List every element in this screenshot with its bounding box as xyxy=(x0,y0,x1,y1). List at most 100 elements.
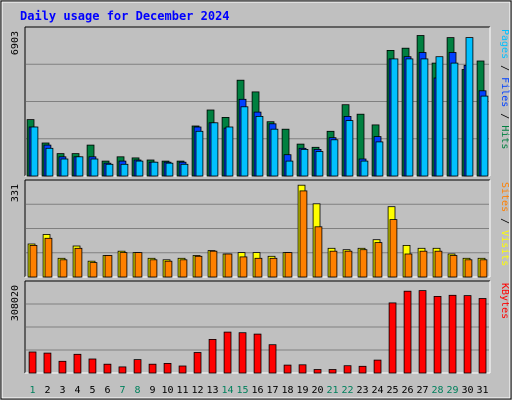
panel-kbytes-ymax-label: 308020 xyxy=(10,285,21,321)
bar-hits-pages-day-12 xyxy=(195,130,204,177)
x-tick-label-day-26: 26 xyxy=(401,385,413,396)
series-kbytes-kbytes xyxy=(28,290,487,374)
bar-kbytes-kbytes-day-1 xyxy=(28,351,37,374)
x-tick-label-day-3: 3 xyxy=(59,385,65,396)
panel-hits-ymax-label: 6903 xyxy=(10,31,21,55)
x-tick-label-day-5: 5 xyxy=(89,385,95,396)
bar-kbytes-kbytes-day-21 xyxy=(328,369,337,374)
x-tick-label-day-10: 10 xyxy=(161,385,173,396)
x-tick-label-day-16: 16 xyxy=(251,385,263,396)
bar-hits-pages-day-3 xyxy=(60,158,69,177)
bar-visits-sites-day-10 xyxy=(164,260,173,278)
bar-hits-pages-day-8 xyxy=(135,160,144,177)
bar-hits-pages-day-18 xyxy=(285,160,294,177)
bar-kbytes-kbytes-day-7 xyxy=(118,366,127,374)
x-tick-label-day-25: 25 xyxy=(386,385,398,396)
bar-hits-pages-day-27 xyxy=(420,58,429,177)
bar-kbytes-kbytes-day-4 xyxy=(73,353,82,374)
bar-kbytes-kbytes-day-9 xyxy=(148,363,157,374)
bar-visits-sites-day-13 xyxy=(209,250,218,278)
bar-visits-sites-day-5 xyxy=(89,262,98,278)
bar-visits-sites-day-25 xyxy=(389,219,398,278)
bar-visits-sites-day-4 xyxy=(74,247,83,278)
bar-kbytes-kbytes-day-10 xyxy=(163,362,172,374)
bar-hits-pages-day-15 xyxy=(240,106,249,177)
legend-entry-hits-3: / xyxy=(499,107,510,125)
bar-hits-pages-day-26 xyxy=(405,58,414,177)
x-tick-label-day-22: 22 xyxy=(341,385,353,396)
bar-visits-sites-day-30 xyxy=(464,259,473,278)
bar-visits-sites-day-26 xyxy=(404,253,413,278)
bar-visits-sites-day-27 xyxy=(419,250,428,278)
legend-entry-visits-2: Visits xyxy=(499,230,510,266)
bar-kbytes-kbytes-day-11 xyxy=(178,365,187,374)
bar-kbytes-kbytes-day-24 xyxy=(373,359,382,374)
bar-visits-sites-day-23 xyxy=(359,249,368,278)
bar-visits-sites-day-29 xyxy=(449,255,458,278)
bar-hits-pages-day-13 xyxy=(210,122,219,177)
bar-hits-pages-day-10 xyxy=(165,162,174,177)
x-tick-label-day-11: 11 xyxy=(176,385,188,396)
bar-kbytes-kbytes-day-27 xyxy=(418,290,427,374)
bar-kbytes-kbytes-day-26 xyxy=(403,290,412,374)
chart-title: Daily usage for December 2024 xyxy=(20,9,230,23)
bar-hits-pages-day-31 xyxy=(480,95,489,177)
bar-visits-sites-day-8 xyxy=(134,252,143,278)
bar-hits-pages-day-21 xyxy=(330,139,339,177)
bar-kbytes-kbytes-day-6 xyxy=(103,363,112,374)
bar-kbytes-kbytes-day-16 xyxy=(253,333,262,374)
legend-entry-visits-1: / xyxy=(499,212,510,230)
x-tick-label-day-31: 31 xyxy=(476,385,488,396)
x-axis-day-labels: 1 2 3 4 5 6 7 8 9 10 11 12 13 14 15 16 17 18 19 20 21 22 23 24 2… xyxy=(29,385,488,396)
x-tick-label-day-7: 7 xyxy=(119,385,125,396)
bar-kbytes-kbytes-day-20 xyxy=(313,369,322,374)
bar-visits-sites-day-14 xyxy=(224,253,233,278)
panel-visits-ymax-label: 331 xyxy=(10,184,21,202)
bar-kbytes-kbytes-day-19 xyxy=(298,364,307,374)
bar-visits-sites-day-17 xyxy=(269,257,278,278)
bar-hits-pages-day-4 xyxy=(75,156,84,177)
panel-visits-legend: Sites / Visits xyxy=(499,182,510,266)
x-tick-label-day-29: 29 xyxy=(446,385,458,396)
bar-hits-pages-day-25 xyxy=(390,58,399,177)
x-tick-label-day-6: 6 xyxy=(104,385,110,396)
x-tick-label-day-21: 21 xyxy=(326,385,338,396)
bar-visits-sites-day-9 xyxy=(149,259,158,278)
x-tick-label-day-19: 19 xyxy=(296,385,308,396)
bar-visits-sites-day-6 xyxy=(104,255,113,278)
bar-kbytes-kbytes-day-18 xyxy=(283,364,292,374)
bar-hits-pages-day-9 xyxy=(150,161,159,177)
bar-visits-sites-day-22 xyxy=(344,250,353,278)
x-tick-label-day-12: 12 xyxy=(191,385,203,396)
panel-kbytes-legend: KBytes xyxy=(499,283,510,319)
bar-visits-sites-day-16 xyxy=(254,257,263,278)
x-tick-label-day-24: 24 xyxy=(371,385,383,396)
bar-kbytes-kbytes-day-8 xyxy=(133,359,142,374)
panel-hits-legend: Pages / Files / Hits xyxy=(499,29,510,149)
bar-visits-sites-day-3 xyxy=(59,259,68,278)
x-tick-label-day-27: 27 xyxy=(416,385,428,396)
bar-hits-pages-day-1 xyxy=(30,126,39,177)
x-tick-label-day-8: 8 xyxy=(134,385,140,396)
x-tick-label-day-23: 23 xyxy=(356,385,368,396)
x-tick-label-day-15: 15 xyxy=(236,385,248,396)
bar-kbytes-kbytes-day-14 xyxy=(223,331,232,374)
x-tick-label-day-18: 18 xyxy=(281,385,293,396)
bar-kbytes-kbytes-day-15 xyxy=(238,332,247,374)
bar-kbytes-kbytes-day-29 xyxy=(448,294,457,374)
x-tick-label-day-14: 14 xyxy=(221,385,233,396)
bar-hits-pages-day-6 xyxy=(105,163,114,177)
series-visits-sites xyxy=(29,190,488,278)
bar-hits-pages-day-2 xyxy=(45,147,54,177)
bar-hits-pages-day-17 xyxy=(270,128,279,177)
bar-kbytes-kbytes-day-23 xyxy=(358,365,367,374)
bar-hits-pages-day-23 xyxy=(360,160,369,177)
bar-visits-sites-day-20 xyxy=(314,226,323,278)
bar-hits-pages-day-28 xyxy=(435,56,444,177)
x-tick-label-day-13: 13 xyxy=(206,385,218,396)
x-tick-label-day-1: 1 xyxy=(29,385,35,396)
bar-hits-pages-day-5 xyxy=(90,158,99,177)
